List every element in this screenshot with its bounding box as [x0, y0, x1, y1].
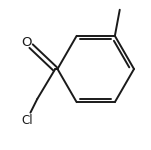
Text: O: O	[21, 36, 32, 48]
Text: Cl: Cl	[21, 114, 33, 126]
